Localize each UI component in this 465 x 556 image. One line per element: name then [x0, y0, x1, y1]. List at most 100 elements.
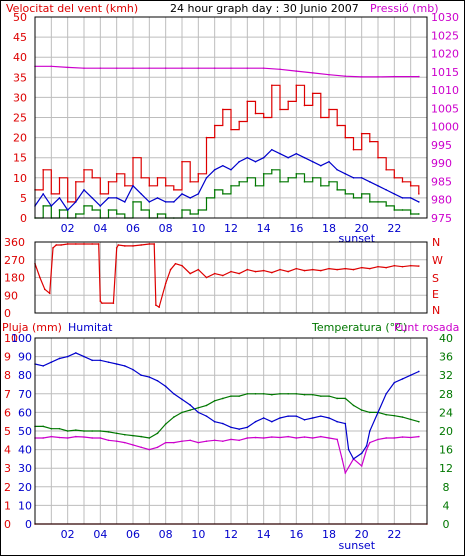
wind-direction-line-point: [52, 247, 54, 249]
humidity-line-point: [173, 393, 175, 395]
wind-minimum-line-point: [409, 213, 412, 215]
wind-average-line-point: [377, 185, 379, 187]
temperature-line-point: [197, 406, 200, 409]
humidity-line-point: [230, 426, 232, 429]
wind-y-tick: 40: [13, 51, 27, 64]
wind-gust-line-point: [303, 104, 306, 107]
wind-average-line-point: [352, 177, 355, 179]
dewpoint-line-point: [328, 437, 330, 439]
wind-minimum-line-point: [271, 168, 273, 171]
temperature-line-point: [271, 393, 273, 396]
dewpoint-line-point: [156, 446, 159, 449]
humidity-line-point: [401, 378, 404, 380]
wind-average-line-point: [360, 177, 363, 179]
dewpoint-line-point: [213, 439, 216, 442]
temperature-line-point: [230, 395, 232, 397]
pressure-y-tick: 1000: [431, 121, 459, 134]
wind-direction-line-point: [124, 245, 126, 247]
wind-direction-line-point: [279, 268, 281, 271]
wind-gust-line-point: [66, 201, 69, 203]
wind-average-line-point: [213, 168, 216, 171]
wind-direction-line-point: [189, 272, 191, 275]
wind-gust-line-point: [279, 108, 281, 111]
wind-gust-line-point: [197, 172, 200, 175]
temperature-line-point: [254, 393, 257, 395]
compass-label: S: [432, 272, 439, 285]
plot-frame: [34, 16, 428, 219]
wind-average-line-point: [148, 201, 151, 203]
dewpoint-line-point: [418, 435, 420, 438]
temperature-line-point: [66, 430, 69, 432]
wind-direction-line-point: [360, 266, 363, 269]
wind-direction-line-point: [254, 270, 257, 273]
wind-minimum-line-point: [213, 189, 216, 191]
humidity-line-point: [320, 415, 322, 417]
wind-gust-line: [35, 84, 420, 203]
temperature-line-point: [303, 393, 306, 396]
pressure-line-point: [246, 67, 249, 69]
x-tick-label: 22: [387, 528, 401, 541]
wind-direction-line-point: [262, 269, 265, 272]
wind-average-line-point: [344, 172, 347, 175]
x-tick-label: 10: [191, 528, 205, 541]
dewpoint-line-point: [50, 435, 53, 438]
humidity-y-tick: 90: [18, 351, 32, 364]
humidity-line-point: [418, 370, 420, 373]
humidity-line-point: [238, 428, 240, 430]
dewpoint-line-point: [58, 436, 61, 439]
humidity-label: Humitat: [68, 321, 113, 334]
wind-minimum-line-point: [369, 201, 371, 203]
wind-direction-line-point: [205, 276, 208, 279]
dewpoint-line-point: [140, 446, 142, 449]
temperature-line-point: [320, 395, 322, 397]
dewpoint-line-point: [311, 437, 314, 439]
temperature-line-point: [360, 409, 363, 411]
rain-y-tick: 1: [4, 499, 11, 512]
temperature-humidity-panel: 0123456789100102030405060708090100048121…: [4, 332, 453, 552]
wind-direction-line-point: [97, 243, 100, 245]
pressure-line-point: [99, 67, 102, 69]
wind-gust-line-point: [287, 100, 289, 103]
wind-average-line-point: [140, 193, 142, 195]
wind-gust-line-point: [181, 160, 183, 163]
x-tick-label: 04: [93, 222, 107, 235]
dewpoint-line-point: [360, 465, 363, 467]
wind-average-line-point: [311, 160, 314, 163]
wind-direction-line-point: [140, 244, 142, 246]
dewpoint-line-point: [287, 435, 289, 438]
wind-direction-line-point: [369, 267, 371, 270]
pressure-line: [35, 65, 419, 78]
wind-direction-line-point: [181, 264, 183, 267]
dewpoint-line-point: [91, 437, 93, 439]
humidity-line-point: [311, 417, 314, 419]
wind-gust-line-point: [238, 120, 240, 123]
humidity-line-point: [50, 361, 53, 363]
temperature-line-point: [385, 413, 387, 416]
wind-direction-line-point: [148, 243, 151, 245]
humidity-line-point: [205, 415, 208, 417]
wind-average-line-point: [99, 205, 102, 207]
wind-direction-line-point: [158, 306, 160, 308]
wind-direction-line-point: [75, 243, 77, 245]
wind-average-line-point: [230, 168, 232, 171]
humidity-line-point: [164, 385, 167, 388]
humidity-line-point: [83, 355, 85, 358]
wind-y-tick: 50: [13, 11, 27, 24]
rain-y-tick: 3: [4, 462, 11, 475]
wind-minimum-line-point: [352, 197, 355, 199]
temperature-line-point: [148, 437, 151, 439]
wind-gust-line-point: [205, 136, 208, 139]
humidity-line-point: [377, 411, 379, 414]
wind-average-line-point: [42, 193, 44, 195]
temperature-line-point: [409, 418, 412, 421]
x-tick-label: 20: [355, 528, 369, 541]
wind-minimum-line-point: [320, 185, 322, 187]
humidity-line-point: [189, 404, 191, 406]
wind-gust-line-point: [132, 156, 134, 159]
humidity-y-tick: 0: [25, 518, 32, 531]
temperature-line-point: [213, 399, 216, 402]
pressure-y-tick: 1030: [431, 11, 459, 24]
humidity-line-point: [344, 422, 347, 425]
wind-minimum-line-point: [328, 181, 330, 183]
direction-y-tick: 180: [4, 272, 25, 285]
